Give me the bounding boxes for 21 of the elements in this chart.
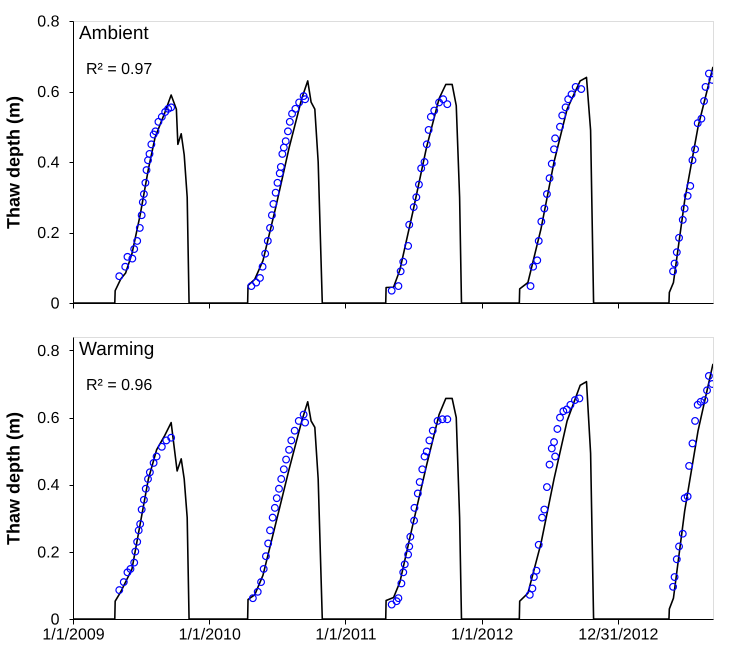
y-tick-label: 0: [50, 296, 60, 312]
y-tick-label: 0.6: [37, 84, 60, 101]
annotation: R² = 0.97: [86, 61, 152, 78]
y-tick-label: 0.8: [37, 14, 60, 30]
x-tick-label: 1/1/2011: [315, 626, 377, 644]
x-tick-label: 1/1/2012: [450, 626, 514, 644]
annotation: R² = 0.96: [86, 377, 152, 394]
y-tick-label: 0.8: [37, 342, 60, 360]
y-tick-label: 0.4: [37, 477, 60, 494]
y-axis-title: Thaw depth (m): [3, 96, 24, 229]
annotation: Warming: [79, 339, 154, 360]
y-axis-title: Thaw depth (m): [3, 412, 24, 545]
y-tick-label: 0: [50, 612, 60, 628]
y-tick-label: 0.2: [37, 225, 60, 242]
x-tick-label: 1/1/2009: [42, 626, 105, 644]
y-tick-label: 0.6: [37, 410, 60, 428]
y-tick-label: 0.4: [37, 154, 60, 172]
annotation: Ambient: [79, 23, 150, 44]
x-tick-label: 12/31/2012: [578, 626, 658, 644]
x-tick-label: 1/1/2010: [178, 626, 241, 644]
y-tick-label: 0.2: [37, 544, 60, 562]
